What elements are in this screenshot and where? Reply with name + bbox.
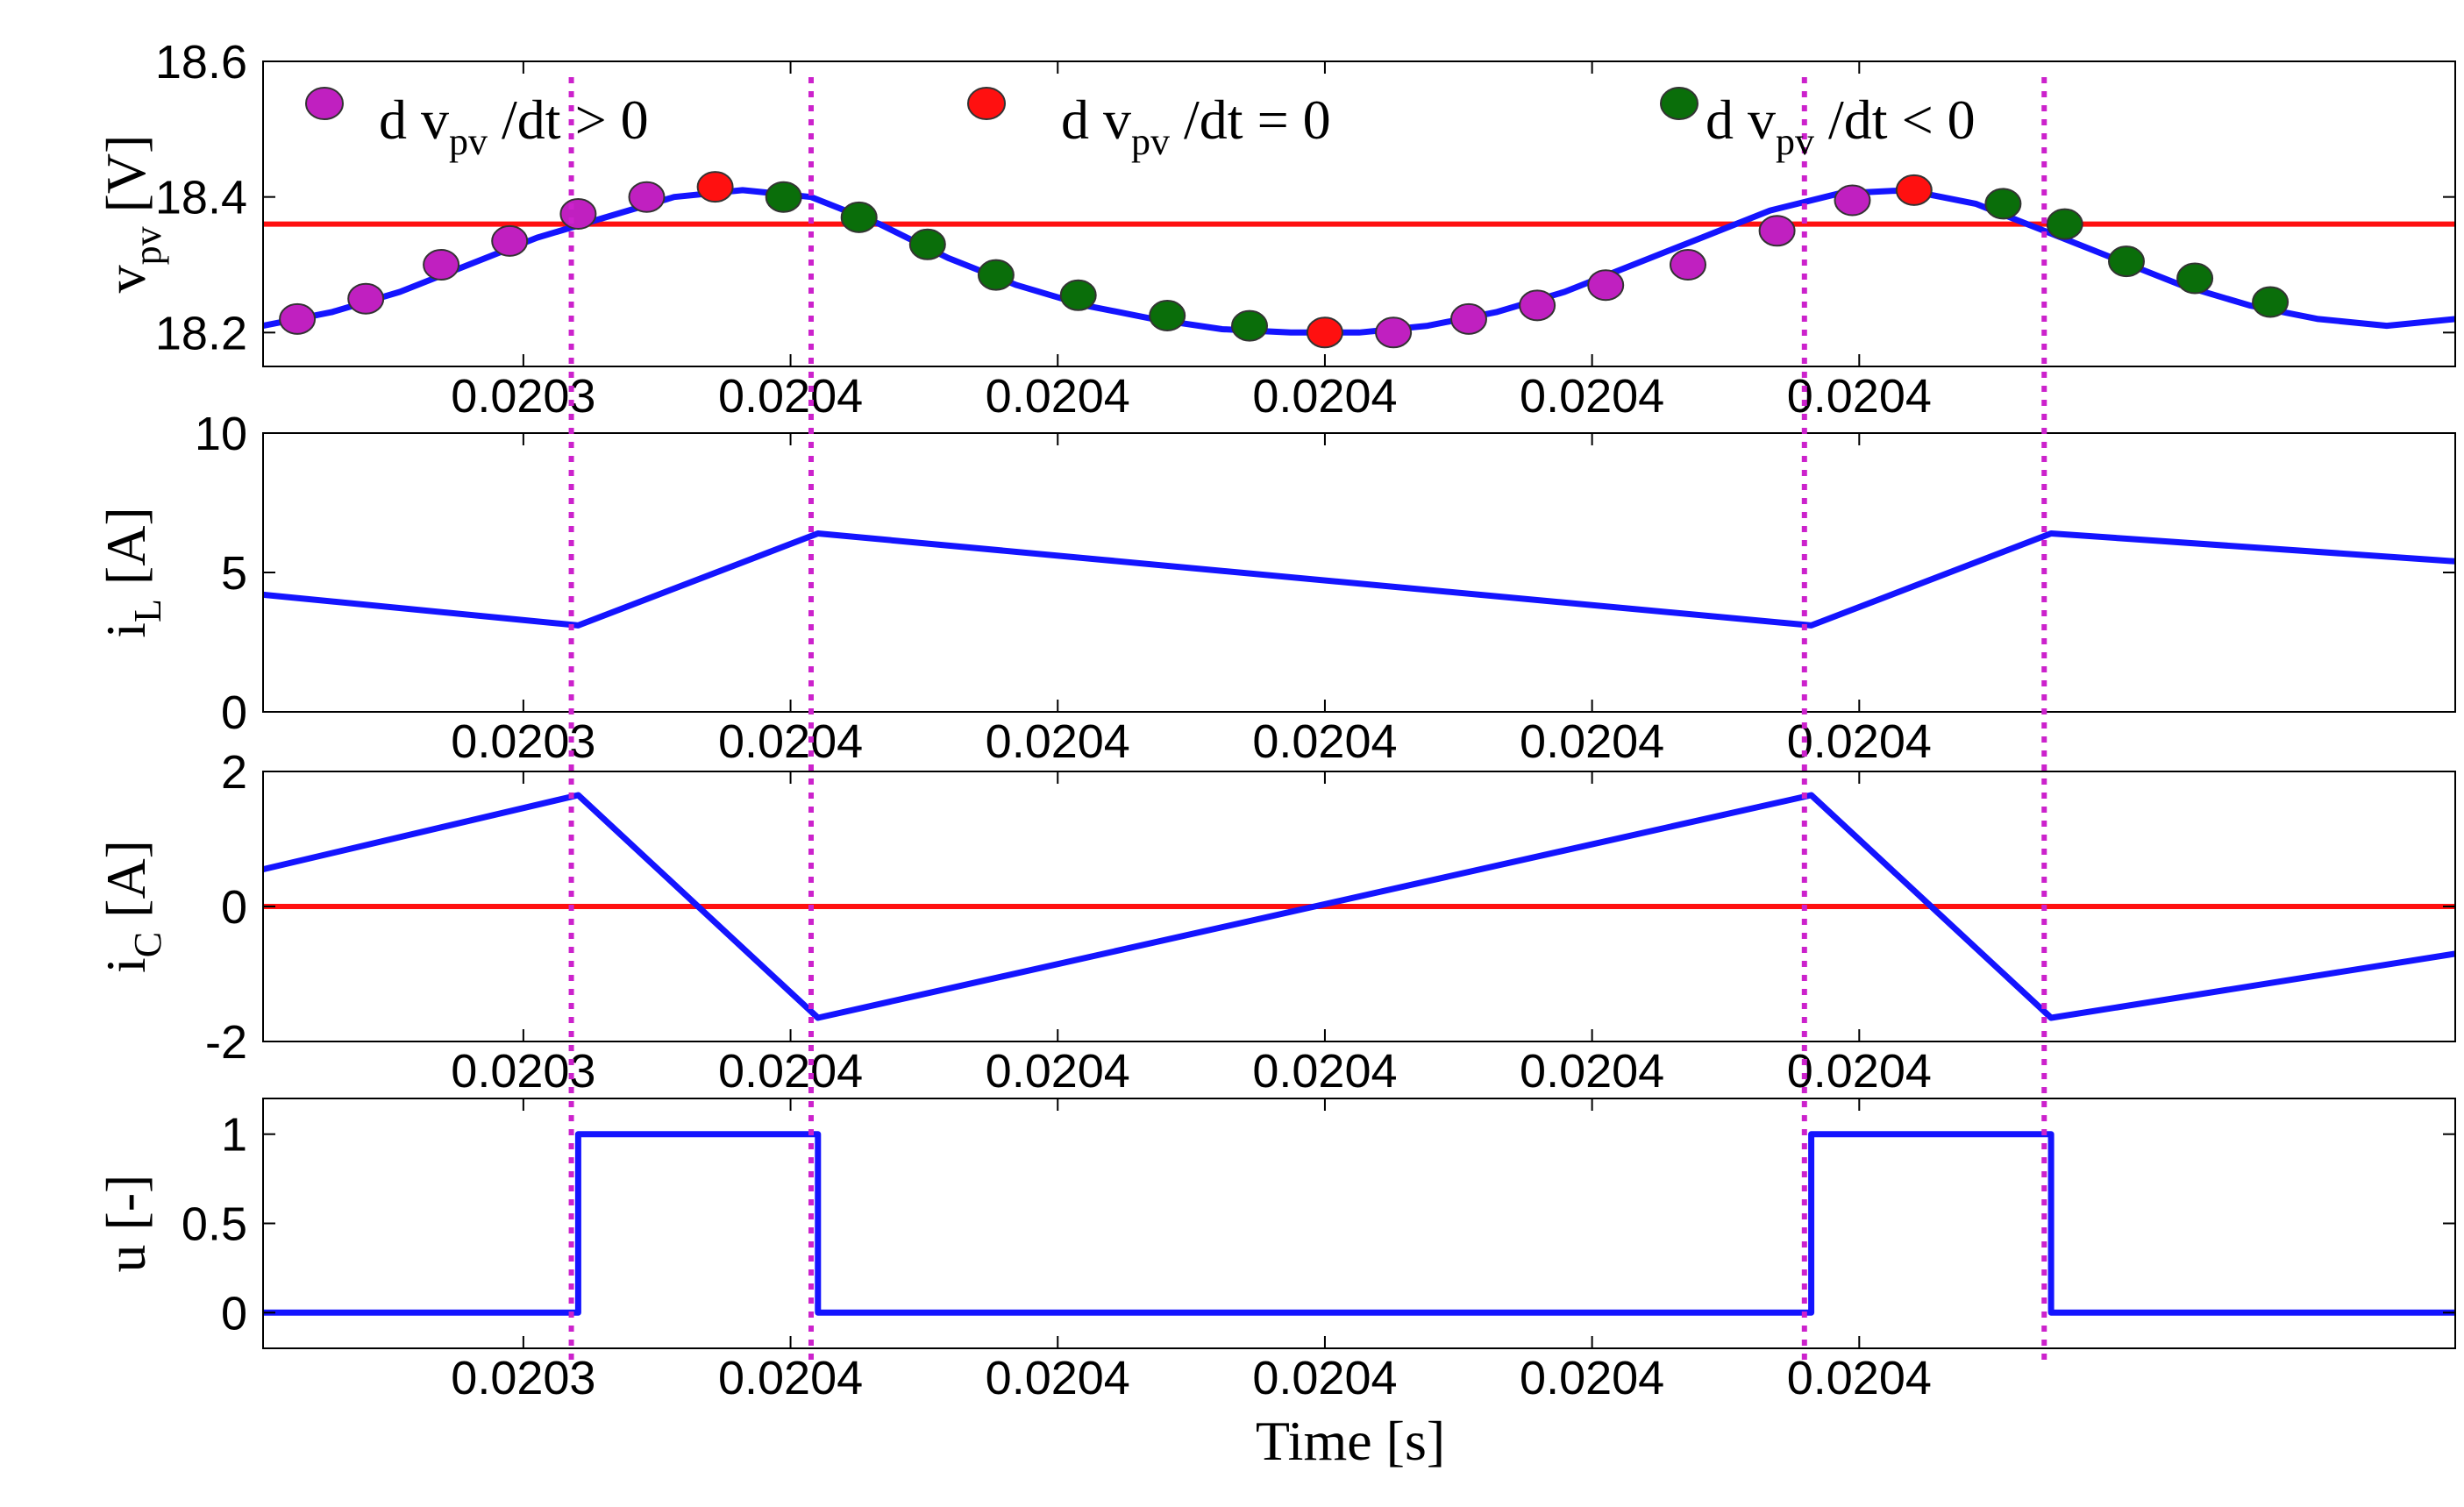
- x-axis-label: Time [s]: [1256, 1410, 1445, 1472]
- y-tick-label: 18.2: [155, 307, 247, 359]
- data-point-pos: [1519, 289, 1556, 322]
- x-tick-label: 0.0204: [718, 715, 863, 768]
- legend-label-pos: d vpv /dt > 0: [379, 89, 649, 163]
- x-tick-label: 0.0204: [1787, 1352, 1932, 1404]
- x-tick-label: 0.0203: [451, 715, 595, 768]
- legend-label-zero: d vpv /dt = 0: [1061, 89, 1331, 163]
- x-tick-label: 0.0204: [1520, 370, 1664, 423]
- y-tick-label: 0.5: [182, 1198, 247, 1251]
- data-point-pos: [1758, 215, 1796, 247]
- data-point-neg: [2252, 286, 2290, 318]
- panel-u: 0 0.5 1 0.0203 0.0204 0.0204 0.0204 0.0204 0.020…: [95, 1098, 2456, 1404]
- switching-instants: [568, 77, 2047, 1368]
- data-point-pos: [423, 249, 460, 281]
- y-tick-label: 0: [221, 881, 247, 934]
- data-point-neg: [1984, 188, 2022, 220]
- data-point-neg: [1059, 279, 1097, 311]
- x-tick-label: 0.0203: [451, 1045, 595, 1098]
- x-tick-label: 0.0204: [986, 1352, 1130, 1404]
- data-point-neg: [2046, 208, 2083, 240]
- y-axis-label: iL [A]: [95, 507, 169, 638]
- y-axis-label: vpv [V]: [95, 135, 169, 294]
- axes-frame: [262, 432, 2456, 713]
- x-tick-label: 0.0204: [1520, 715, 1664, 768]
- y-tick-label: -2: [205, 1016, 247, 1069]
- y-tick-label: 0: [221, 686, 247, 739]
- y-tick-label: 18.6: [155, 36, 247, 89]
- series-line-u: [263, 1131, 2455, 1316]
- y-axis-label: u [-]: [95, 1175, 157, 1273]
- axes-frame: [262, 60, 2456, 367]
- x-tick-label: 0.0204: [1787, 370, 1932, 423]
- y-tick-label: 2: [221, 746, 247, 799]
- y-tick-label: 10: [195, 408, 247, 460]
- x-tick-label: 0.0204: [718, 1045, 863, 1098]
- data-point-zero: [1895, 174, 1933, 206]
- series-line-iL: [262, 530, 2456, 629]
- x-tick-label: 0.0204: [986, 1045, 1130, 1098]
- x-tick-label: 0.0203: [451, 370, 595, 423]
- data-point-pos: [1587, 269, 1625, 302]
- x-tick-label: 0.0203: [451, 1352, 595, 1404]
- x-tick-label: 0.0204: [1252, 1352, 1397, 1404]
- data-point-neg: [765, 181, 802, 213]
- legend: d vpv /dt > 0 d vpv /dt = 0 d vpv /dt < 0: [305, 87, 1976, 163]
- legend-label-neg: d vpv /dt < 0: [1706, 89, 1976, 163]
- y-tick-label: 1: [221, 1109, 247, 1162]
- data-point-pos: [1670, 249, 1706, 281]
- data-point-neg: [840, 201, 878, 233]
- data-point-pos: [559, 198, 597, 230]
- y-tick-label: 5: [221, 547, 247, 600]
- y-tick-label: 0: [221, 1287, 247, 1340]
- panels: 18.2 18.4 18.6 0.0203 0.0204 0.0204 0.0204 0.02…: [95, 36, 2456, 1404]
- x-tick-label: 0.0204: [1787, 715, 1932, 768]
- data-point-neg: [1231, 309, 1268, 342]
- data-point-pos: [628, 181, 666, 213]
- data-point-pos: [1450, 302, 1487, 335]
- series-line-vpv: [262, 187, 2456, 336]
- data-point-neg: [2108, 245, 2145, 278]
- data-point-neg: [908, 228, 946, 260]
- data-point-neg: [1149, 300, 1186, 331]
- legend-marker-pos: [305, 87, 344, 120]
- data-point-neg: [977, 259, 1015, 291]
- x-tick-label: 0.0204: [1252, 715, 1397, 768]
- x-tick-label: 0.0204: [1520, 1352, 1664, 1404]
- data-point-zero: [1306, 316, 1343, 349]
- data-point-pos: [1834, 184, 1871, 217]
- x-tick-label: 0.0204: [718, 370, 863, 423]
- data-point-pos: [491, 224, 529, 257]
- x-tick-label: 0.0204: [1252, 370, 1397, 423]
- panel-iL: 0 5 10 0.0203 0.0204 0.0204 0.0204 0.0204 0.0204…: [95, 408, 2456, 768]
- data-point-zero: [696, 171, 734, 203]
- panel-iC: -2 0 2 0.0203 0.0204 0.0204 0.0204 0.0204 0.0204…: [95, 746, 2456, 1098]
- x-tick-label: 0.0204: [1520, 1045, 1664, 1098]
- y-axis-label: iC [A]: [95, 840, 169, 973]
- x-tick-label: 0.0204: [718, 1352, 863, 1404]
- legend-marker-neg: [1660, 87, 1698, 120]
- y-tick-label: 18.4: [155, 172, 247, 224]
- panel-vpv: 18.2 18.4 18.6 0.0203 0.0204 0.0204 0.0204 0.02…: [95, 36, 2456, 423]
- data-point-neg: [2176, 262, 2214, 295]
- x-tick-label: 0.0204: [986, 370, 1130, 423]
- data-point-pos: [347, 282, 385, 315]
- data-point-pos: [279, 302, 317, 335]
- x-tick-label: 0.0204: [1252, 1045, 1397, 1098]
- data-point-pos: [1375, 316, 1413, 349]
- series-line-iC: [262, 792, 2456, 1021]
- x-tick-label: 0.0204: [986, 715, 1130, 768]
- legend-marker-zero: [967, 87, 1006, 120]
- x-tick-label: 0.0204: [1787, 1045, 1932, 1098]
